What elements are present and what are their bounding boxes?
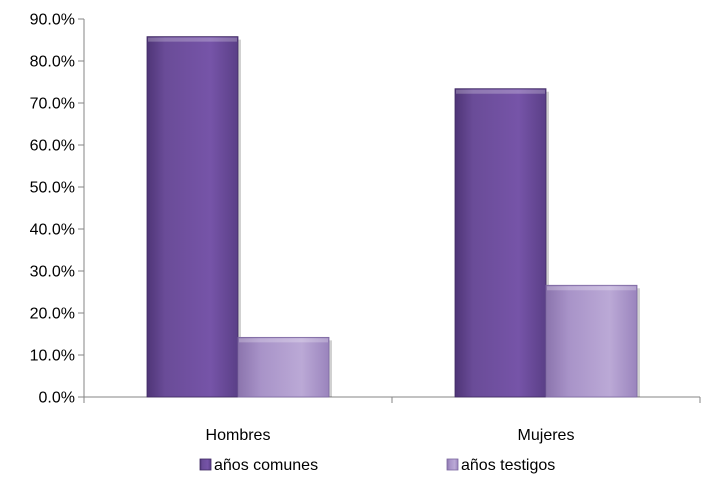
- bar-highlight: [456, 89, 545, 94]
- legend-swatch: [199, 458, 212, 471]
- bar: [454, 88, 549, 398]
- bar: [146, 36, 241, 398]
- y-tick-label: 20.0%: [30, 306, 75, 323]
- legend-label: años testigos: [461, 457, 555, 474]
- y-tick-label: 70.0%: [30, 96, 75, 113]
- x-category-label: Mujeres: [518, 427, 575, 444]
- bar-highlight: [148, 37, 237, 42]
- bar-highlight: [547, 286, 636, 291]
- legend-swatch: [446, 458, 459, 471]
- y-tick-label: 30.0%: [30, 264, 75, 281]
- bar-body: [146, 36, 239, 398]
- legend: años comunes años testigos: [199, 457, 555, 474]
- x-category-label: Hombres: [206, 427, 271, 444]
- bar: [545, 284, 640, 398]
- bar-body: [454, 88, 547, 398]
- y-tick-label: 60.0%: [30, 138, 75, 155]
- legend-label: años comunes: [214, 457, 318, 474]
- bar-body: [545, 284, 638, 398]
- y-tick-label: 0.0%: [39, 390, 75, 407]
- bars: [146, 36, 640, 398]
- axis-labels: 0.0% 10.0% 20.0% 30.0% 40.0% 50.0% 60.0% 70.0% 8…: [30, 12, 575, 445]
- y-tick-label: 80.0%: [30, 54, 75, 71]
- y-tick-label: 40.0%: [30, 222, 75, 239]
- bar-highlight: [239, 338, 328, 343]
- y-tick-label: 10.0%: [30, 348, 75, 365]
- y-tick-label: 50.0%: [30, 180, 75, 197]
- bar: [237, 336, 332, 398]
- y-tick-label: 90.0%: [30, 12, 75, 29]
- bar-body: [237, 336, 330, 398]
